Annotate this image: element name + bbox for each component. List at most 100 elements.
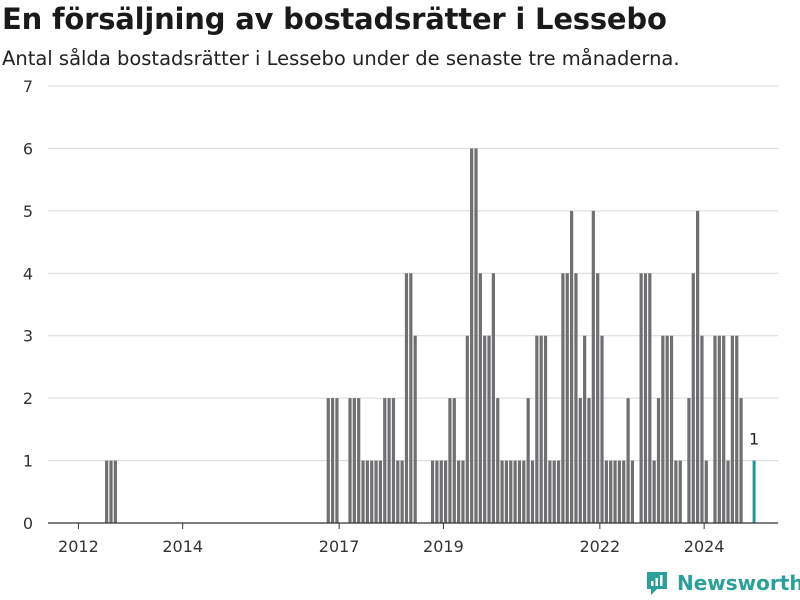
bar [331, 398, 335, 523]
bar [661, 335, 665, 523]
bar [669, 335, 674, 523]
bar [530, 460, 535, 523]
bar [656, 398, 661, 523]
bar [378, 460, 383, 523]
bar [626, 398, 630, 523]
bar [487, 335, 491, 523]
bar [652, 460, 656, 523]
bar [517, 460, 522, 523]
bar [739, 398, 743, 523]
x-tick-label: 2024 [684, 537, 725, 556]
y-tick-label: 1 [23, 452, 33, 471]
highlight-value-label: 1 [749, 430, 759, 449]
bar [465, 335, 469, 523]
bar [504, 460, 509, 523]
bar [383, 398, 387, 523]
bar [457, 460, 461, 523]
bar [348, 398, 352, 523]
bar [617, 460, 622, 523]
bar [335, 398, 339, 523]
chart-subtitle: Antal sålda bostadsrätter i Lessebo unde… [2, 47, 680, 70]
x-tick-label: 2012 [58, 537, 99, 556]
y-tick-label: 5 [23, 202, 33, 221]
bar [687, 398, 691, 523]
newsworthy-logo-icon [647, 572, 667, 595]
bar [722, 335, 726, 523]
bar [522, 460, 526, 523]
bar [113, 460, 117, 523]
bar [387, 398, 391, 523]
bar [478, 273, 482, 523]
bar [435, 460, 439, 523]
bar [474, 148, 478, 523]
bar [639, 273, 643, 523]
bar [391, 398, 396, 523]
bar [613, 460, 617, 523]
bar [600, 335, 604, 523]
bar [483, 335, 487, 523]
y-tick-label: 0 [23, 514, 33, 533]
bar [365, 460, 369, 523]
bar [691, 273, 695, 523]
bar [596, 273, 600, 523]
newsworthy-logo: Newsworthy [645, 570, 800, 596]
bar [500, 460, 504, 523]
bar [539, 335, 543, 523]
bar [630, 460, 635, 523]
bar [404, 273, 409, 523]
bar [513, 460, 517, 523]
bar [535, 335, 539, 523]
bar [674, 460, 678, 523]
bar [604, 460, 608, 523]
bar [461, 460, 465, 523]
bar [357, 398, 361, 523]
y-tick-label: 4 [23, 264, 33, 283]
bar [735, 335, 739, 523]
newsworthy-logo-text: Newsworthy [677, 571, 800, 595]
bar [648, 273, 652, 523]
bar [696, 210, 700, 523]
bar [470, 148, 474, 523]
bar [548, 460, 552, 523]
bar [565, 273, 569, 523]
x-tick-label: 2014 [162, 537, 203, 556]
bar [361, 460, 365, 523]
bar [370, 460, 374, 523]
bar [352, 398, 356, 523]
bar [374, 460, 378, 523]
bar [396, 460, 400, 523]
bar [665, 335, 669, 523]
bar [622, 460, 626, 523]
bar [439, 460, 443, 523]
bar [448, 398, 452, 523]
x-tick-label: 2017 [319, 537, 360, 556]
bar [591, 210, 595, 523]
x-tick-label: 2022 [579, 537, 620, 556]
bar [678, 460, 682, 523]
bar [326, 398, 330, 523]
bar [609, 460, 613, 523]
bar [413, 335, 417, 523]
bar [713, 335, 717, 523]
y-tick-label: 3 [23, 327, 33, 346]
bar [509, 460, 513, 523]
bar [409, 273, 413, 523]
chart-title: En försäljning av bostadsrätter i Lesseb… [2, 2, 667, 36]
y-tick-label: 6 [23, 139, 33, 158]
y-tick-label: 2 [23, 389, 33, 408]
bar [717, 335, 721, 523]
bar [704, 460, 708, 523]
bar [430, 460, 435, 523]
y-tick-label: 7 [23, 77, 33, 96]
bar [543, 335, 548, 523]
bar [730, 335, 734, 523]
bar [587, 398, 591, 523]
x-tick-label: 2019 [423, 537, 464, 556]
bar [491, 273, 495, 523]
bar [726, 460, 730, 523]
bar [109, 460, 113, 523]
bar [452, 398, 456, 523]
bar [700, 335, 704, 523]
bar [561, 273, 565, 523]
